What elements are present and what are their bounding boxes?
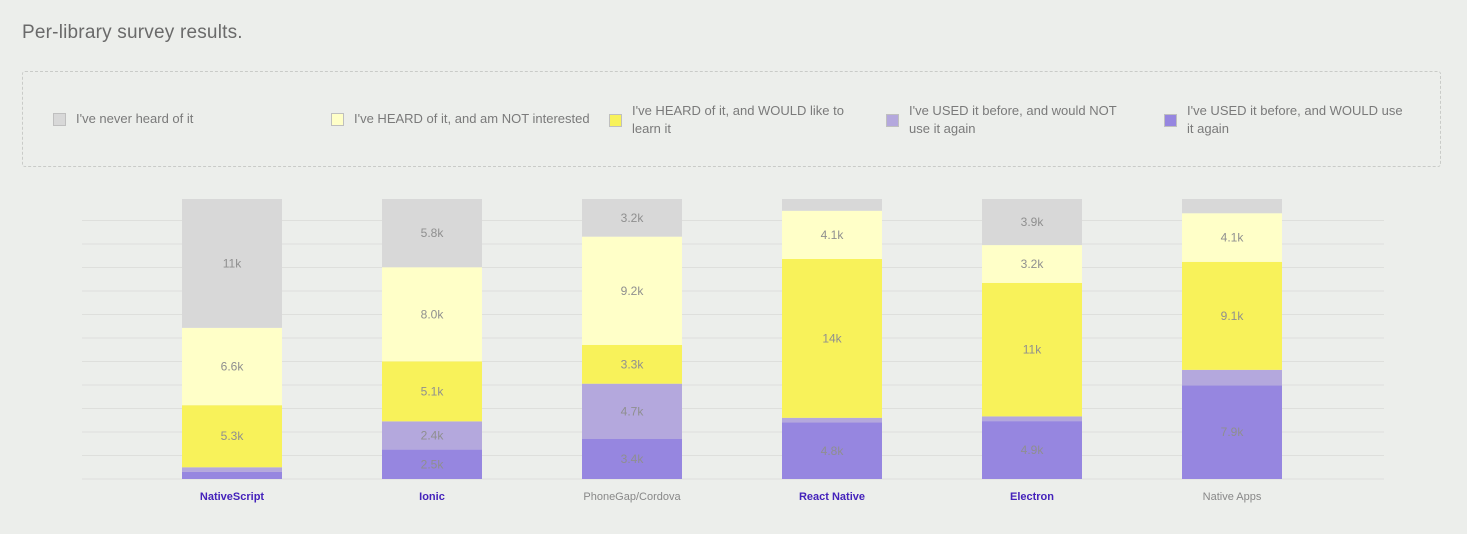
category-label: PhoneGap/Cordova [583, 491, 681, 503]
bar-segment[interactable] [782, 259, 882, 418]
bar-segment[interactable] [182, 327, 282, 406]
category-label[interactable]: Electron [1010, 491, 1054, 503]
bar-segment[interactable] [382, 361, 482, 422]
legend-swatch [331, 112, 344, 126]
category-label[interactable]: React Native [799, 491, 865, 503]
bar-segment[interactable] [982, 421, 1082, 479]
legend-label: I've HEARD of it, and am NOT interested [354, 111, 590, 126]
bar-segment[interactable] [1182, 199, 1282, 214]
chart-category-labels: NativeScript Ionic PhoneGap/Cordova React N… [200, 491, 1262, 503]
legend-item-never-heard[interactable]: I've never heard of it [53, 110, 276, 128]
legend-label: I've never heard of it [76, 111, 194, 126]
bar-segment[interactable] [382, 267, 482, 362]
bar-segment[interactable] [182, 405, 282, 468]
legend-label: I've USED it before, and WOULD use it ag… [1187, 103, 1403, 136]
legend-swatch [609, 113, 622, 127]
bar-segment[interactable] [382, 421, 482, 450]
legend-item-heard-would-learn[interactable]: I've HEARD of it, and WOULD like to lear… [609, 102, 847, 138]
bar-segment[interactable] [982, 282, 1082, 417]
category-label[interactable]: Ionic [419, 491, 445, 503]
bar-segment[interactable] [782, 417, 882, 423]
legend-swatch [53, 112, 66, 126]
data-label: 5.3k [221, 429, 245, 443]
chart-bars: 5.3k 6.6k 11k 2.5k 2.4k 5.1k 8.0k 5.8k 3.4k 4.7k 3… [182, 199, 1282, 479]
bar-segment[interactable] [582, 383, 682, 439]
data-label: 7.9k [1221, 425, 1245, 439]
page-title: Per-library survey results. [22, 22, 243, 43]
data-label: 14k [822, 331, 842, 345]
data-label: 4.1k [821, 228, 845, 242]
legend-label: I've HEARD of it, and WOULD like to lear… [632, 103, 844, 136]
data-label: 4.8k [821, 444, 845, 458]
data-label: 4.9k [1021, 443, 1045, 457]
data-label: 8.0k [421, 307, 445, 321]
bar-segment[interactable] [382, 449, 482, 479]
data-label: 9.2k [621, 284, 645, 298]
bar-segment[interactable] [1182, 369, 1282, 386]
data-label: 11k [1023, 343, 1042, 357]
data-label: 2.4k [421, 428, 445, 442]
legend-swatch [886, 113, 899, 127]
data-label: 3.9k [1021, 215, 1045, 229]
bar-segment[interactable] [782, 199, 882, 211]
legend-swatch [1164, 113, 1177, 127]
bar-segment[interactable] [1182, 385, 1282, 479]
data-label: 4.1k [1221, 231, 1245, 245]
data-label: 3.2k [621, 211, 645, 225]
bar-segment[interactable] [582, 439, 682, 479]
data-label: 9.1k [1221, 309, 1245, 323]
bar-segment[interactable] [1182, 261, 1282, 370]
bar-segment[interactable] [582, 236, 682, 345]
bar-segment[interactable] [982, 416, 1082, 422]
data-label: 3.4k [621, 452, 645, 466]
data-label: 3.3k [621, 357, 645, 371]
bar-segment[interactable] [782, 210, 882, 259]
legend-item-used-would-not[interactable]: I've USED it before, and would NOT use i… [886, 102, 1139, 138]
category-label: Native Apps [1203, 491, 1262, 503]
bar-segment[interactable] [1182, 213, 1282, 262]
bar-segment[interactable] [982, 199, 1082, 246]
legend-label: I've USED it before, and would NOT use i… [909, 103, 1117, 136]
legend-item-heard-not-interested[interactable]: I've HEARD of it, and am NOT interested [331, 110, 604, 128]
bar-segment[interactable] [182, 467, 282, 472]
data-label: 6.6k [221, 360, 245, 374]
bar-segment[interactable] [782, 422, 882, 479]
category-label[interactable]: NativeScript [200, 491, 265, 503]
data-label: 11k [223, 256, 242, 270]
chart-legend: I've never heard of it I've HEARD of it,… [22, 71, 1441, 167]
data-label: 5.1k [421, 384, 445, 398]
data-label: 4.7k [621, 404, 645, 418]
bar-segment[interactable] [182, 471, 282, 479]
legend-item-used-would[interactable]: I've USED it before, and WOULD use it ag… [1164, 102, 1412, 138]
chart-grid [82, 220, 1384, 480]
data-label: 2.5k [421, 457, 445, 471]
bar-segment[interactable] [182, 199, 282, 328]
data-label: 5.8k [421, 226, 445, 240]
bar-segment[interactable] [582, 199, 682, 237]
bar-segment[interactable] [582, 344, 682, 384]
bar-segment[interactable] [382, 199, 482, 268]
data-label: 3.2k [1021, 257, 1045, 271]
bar-segment[interactable] [982, 245, 1082, 283]
